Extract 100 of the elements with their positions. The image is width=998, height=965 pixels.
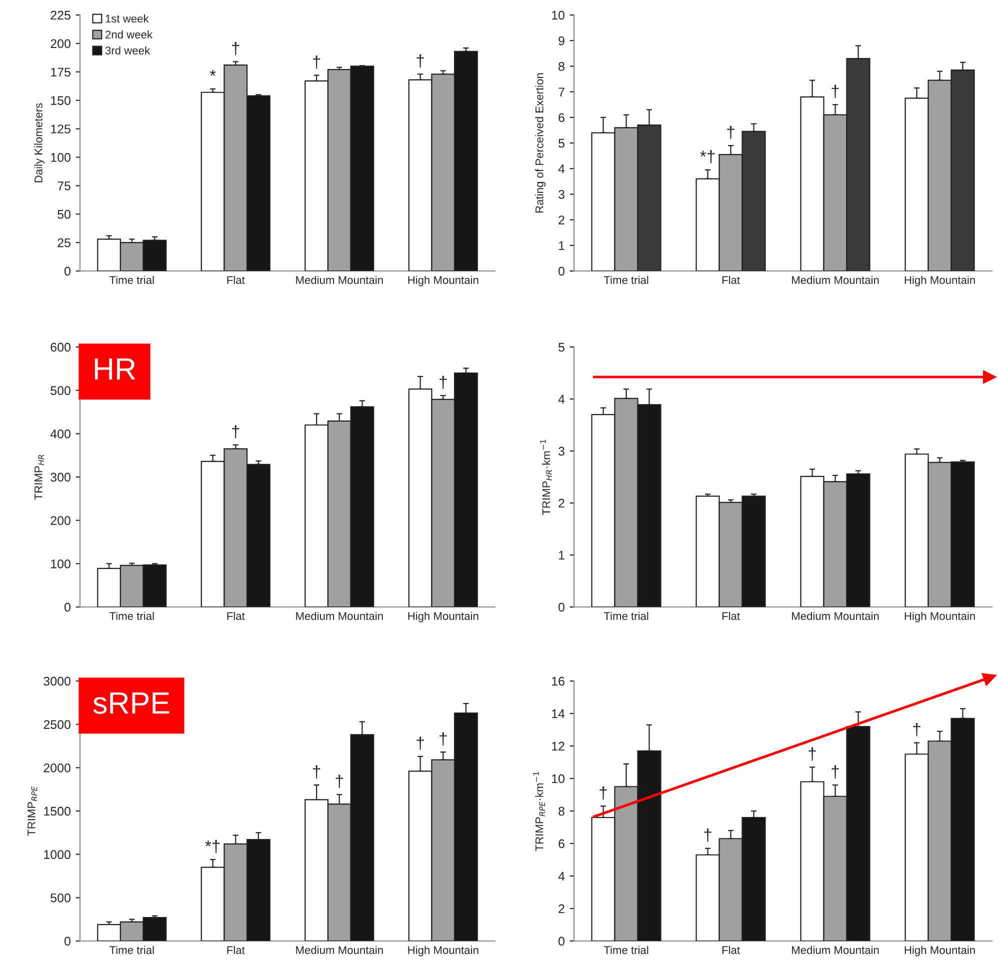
x-tick-label: Medium Mountain — [792, 276, 879, 284]
y-axis-title: TRIMP$_{HR}$·km$^{−1}$ — [540, 440, 552, 516]
y-tick-label: 0 — [558, 266, 564, 276]
data-label: * — [210, 70, 216, 76]
data-label: † — [600, 786, 607, 800]
data-label: † — [913, 723, 920, 736]
x-tick-label: Flat — [722, 946, 740, 954]
y-tick-label: 500 — [50, 386, 70, 395]
y-tick-label: 150 — [51, 96, 70, 105]
y-tick-label: 0 — [64, 266, 70, 276]
y-tick-label: 100 — [51, 559, 70, 568]
data-label: † — [832, 84, 839, 98]
y-axis-title: TRIMP$_{HR}$ — [34, 454, 44, 500]
x-tick-label: Time trial — [604, 946, 648, 954]
data-label: † — [440, 376, 447, 390]
y-tick-label: 2 — [558, 216, 564, 224]
y-tick-label: 2 — [558, 904, 564, 914]
x-tick-label: Medium Mountain — [792, 612, 879, 620]
y-tick-label: 4 — [558, 394, 565, 404]
data-label: † — [832, 765, 839, 778]
y-tick-label: 5 — [558, 138, 564, 148]
y-tick-label: 0 — [558, 602, 564, 612]
x-tick-label: Time trial — [109, 276, 154, 284]
y-tick-label: 0 — [64, 602, 70, 612]
data-label: † — [440, 732, 447, 746]
y-tick-label: 200 — [50, 39, 70, 48]
x-tick-label: Flat — [722, 276, 740, 284]
y-tick-label: 2500 — [44, 720, 70, 729]
data-label: † — [704, 828, 712, 842]
y-tick-label: 12 — [552, 742, 564, 751]
data-label: † — [808, 747, 816, 761]
y-tick-label: 400 — [50, 429, 70, 438]
y-tick-label: 4 — [558, 164, 565, 174]
y-axis-title: TRIMP$_{RPE}$·km$^{−1}$ — [533, 772, 545, 851]
x-tick-label: High Mountain — [408, 612, 478, 622]
y-tick-label: 7 — [558, 88, 564, 96]
x-tick-label: High Mountain — [904, 276, 975, 286]
y-tick-label: 6 — [558, 113, 564, 122]
x-tick-label: Time trial — [604, 276, 648, 284]
y-tick-label: 300 — [50, 472, 70, 482]
y-tick-label: 0 — [558, 936, 564, 946]
y-tick-label: 3 — [558, 446, 564, 456]
y-tick-label: 8 — [558, 806, 564, 816]
y-tick-label: 25 — [58, 238, 70, 248]
y-tick-label: 600 — [50, 342, 70, 352]
y-tick-label: 14 — [552, 709, 565, 718]
annotation: HR — [94, 358, 136, 380]
y-tick-label: 4 — [558, 872, 565, 881]
legend-label: 2nd week — [106, 30, 153, 39]
data-label: † — [727, 126, 734, 140]
data-label: † — [336, 774, 343, 788]
y-tick-label: 75 — [58, 182, 70, 190]
data-label: *† — [205, 840, 220, 854]
y-tick-label: 0 — [64, 936, 70, 946]
y-axis-title: Daily Kilometers — [34, 103, 45, 182]
data-label: † — [416, 736, 424, 750]
x-tick-label: High Mountain — [408, 276, 478, 286]
y-tick-label: 2 — [558, 498, 564, 508]
x-tick-label: Medium Mountain — [792, 946, 879, 954]
y-tick-label: 9 — [558, 36, 564, 46]
y-tick-label: 50 — [58, 210, 70, 219]
y-tick-label: 125 — [51, 124, 70, 134]
y-tick-label: 5 — [558, 342, 564, 352]
x-tick-label: Time trial — [109, 612, 154, 620]
y-tick-label: 500 — [50, 893, 70, 902]
y-tick-label: 1500 — [44, 806, 70, 816]
data-label: † — [232, 425, 240, 438]
y-tick-label: 3000 — [44, 676, 70, 686]
y-axis-title: Rating of Perceived Exertion — [535, 73, 546, 212]
y-tick-label: 225 — [50, 10, 70, 20]
x-tick-label: Medium Mountain — [296, 612, 383, 620]
y-tick-label: 2000 — [44, 763, 70, 772]
data-label: † — [313, 56, 320, 69]
annotation: sRPE — [93, 692, 170, 714]
y-axis-title: TRIMP$_{RPE}$ — [28, 786, 38, 836]
x-tick-label: Flat — [227, 612, 245, 620]
x-tick-label: Time trial — [604, 612, 648, 620]
y-tick-label: 1000 — [44, 850, 70, 859]
data-label: † — [232, 42, 240, 56]
y-tick-label: 8 — [558, 62, 564, 71]
y-tick-label: 3 — [558, 190, 564, 199]
y-tick-label: 100 — [51, 153, 70, 162]
x-tick-label: Medium Mountain — [296, 276, 383, 284]
data-label: † — [416, 54, 424, 68]
y-tick-label: 10 — [552, 10, 564, 20]
y-tick-label: 10 — [552, 774, 564, 784]
x-tick-label: Time trial — [109, 946, 154, 954]
y-tick-label: 1 — [558, 241, 564, 250]
y-tick-label: 175 — [51, 68, 70, 77]
x-tick-label: Medium Mountain — [296, 946, 383, 954]
x-tick-label: Flat — [722, 612, 740, 620]
y-tick-label: 200 — [50, 516, 70, 525]
x-tick-label: Flat — [227, 276, 245, 284]
legend-label: 3rd week — [105, 46, 150, 54]
x-tick-label: High Mountain — [904, 612, 975, 622]
x-tick-label: Flat — [227, 946, 245, 954]
x-tick-label: High Mountain — [904, 946, 975, 956]
data-label: † — [313, 765, 320, 778]
y-tick-label: 6 — [558, 839, 564, 848]
y-tick-label: 1 — [558, 550, 564, 560]
